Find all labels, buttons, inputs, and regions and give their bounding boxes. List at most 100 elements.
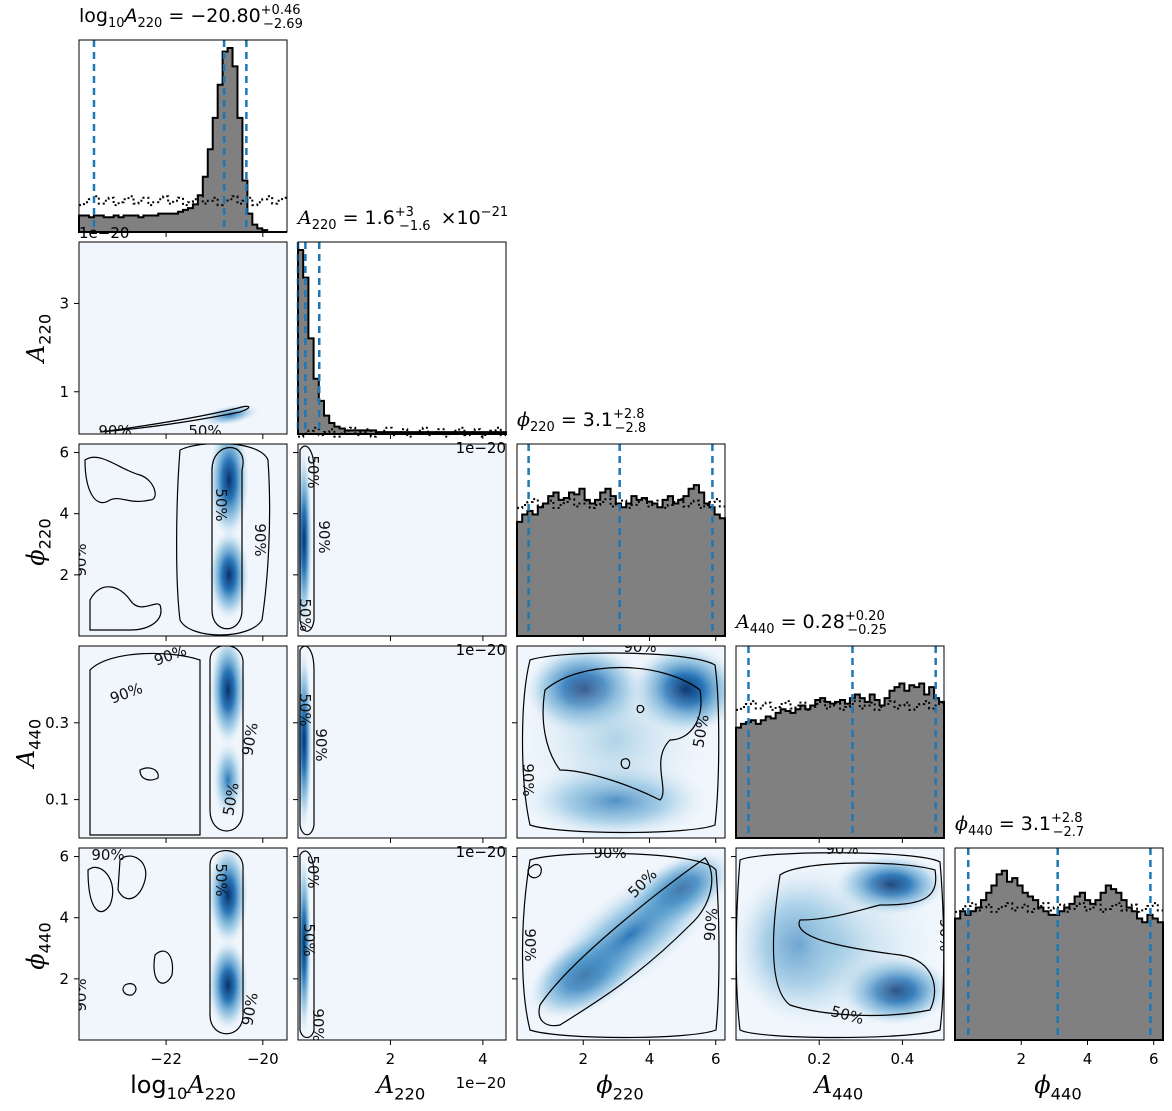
contour-label: 90% [98, 422, 131, 440]
x-tick-label: 2 [386, 1050, 396, 1068]
title-logA220: log10A220 = −20.80+0.46 −2.69 [79, 3, 303, 32]
axes-frame [78, 39, 288, 233]
offset-text: 1e−20 [456, 641, 506, 659]
contour-line [89, 586, 162, 631]
density-blob [298, 650, 312, 830]
density-panel-phi440-vs-phi220: 90%50%90%90% [516, 844, 726, 1041]
density-background [298, 444, 506, 636]
x-tick-label: 0.4 [890, 1050, 914, 1068]
axes-frame [735, 847, 945, 1041]
density-panel-A440-vs-logA220: 90%90%50%90% [78, 645, 288, 839]
contour-line [209, 850, 244, 1035]
histogram-phi440 [954, 847, 1164, 1041]
offset-text: 1e−20 [456, 439, 506, 457]
y-tick-label: 2 [59, 970, 69, 988]
y-tick-label: 4 [59, 909, 69, 927]
density-panel-phi440-vs-A220: 50% 50% 90% [297, 847, 507, 1041]
axes-frame [78, 847, 288, 1041]
density-blob [298, 855, 311, 1035]
contour-line [772, 862, 937, 1017]
density-blob [208, 940, 248, 1030]
contour-line [527, 863, 542, 879]
histogram-A220 [296, 241, 507, 438]
contour-line [122, 983, 137, 996]
axes-frame [297, 443, 507, 637]
contour-label: 90% [309, 1008, 327, 1041]
y-tick-label: 0.3 [45, 714, 69, 732]
density-panel-A440-vs-A220: 50%90% [296, 645, 507, 839]
x-tick-label: 6 [1149, 1050, 1159, 1068]
density-blob [209, 444, 249, 538]
density-background [79, 646, 287, 838]
contour-label: 50% [188, 422, 221, 440]
posterior-histogram [78, 47, 287, 233]
contour-line [87, 866, 114, 913]
contour-label: 90% [312, 728, 330, 761]
y-tick-label: 4 [59, 505, 69, 523]
x-tick-label: 0.2 [807, 1050, 831, 1068]
histogram-logA220 [78, 39, 288, 233]
y-tick-label: 1 [59, 383, 69, 401]
contour-line [139, 767, 159, 781]
posterior-histogram [735, 682, 945, 839]
axes-frame [297, 645, 507, 839]
density-blob [200, 403, 260, 427]
x-axis-label-phi440: ϕ440 [1034, 1071, 1082, 1104]
contour-label: 50% [304, 855, 322, 888]
prior-histogram [79, 195, 287, 207]
contour-label: 90% [825, 840, 858, 858]
y-tick-label: 0.1 [45, 791, 69, 809]
contour-label: 90% [238, 991, 262, 1027]
density-background [298, 646, 506, 838]
contour-line [176, 444, 271, 636]
contour-line [211, 446, 244, 630]
posterior-histogram [297, 249, 507, 435]
density-blob [520, 655, 710, 825]
contour-label: 90% [519, 763, 537, 796]
contour-label: 90% [593, 844, 626, 862]
x-tick-label: 2 [578, 1050, 588, 1068]
title-A220: A220 = 1.6+3 −1.6 ×10−21 [296, 205, 508, 234]
contour-line [620, 758, 631, 769]
contour-label: 50% [304, 455, 322, 488]
axes-frame [735, 645, 945, 839]
density-panel-phi440-vs-A440: 90%90%50% [735, 840, 954, 1041]
y-axis-label-A220: A220 [22, 314, 55, 364]
x-tick-label: −20 [247, 1050, 279, 1068]
density-blob [212, 740, 244, 820]
axes-frame [516, 847, 726, 1041]
y-axis-label-phi440: ϕ440 [22, 922, 55, 970]
contour-line [209, 646, 244, 832]
contour-line [89, 652, 201, 836]
posterior-histogram [954, 869, 1164, 1041]
contour-label: 90% [72, 543, 90, 576]
contour-label: 90% [72, 978, 90, 1011]
contour-label: 50% [296, 693, 314, 726]
density-blob [298, 450, 312, 630]
contour-label: 90% [701, 907, 722, 942]
axes-frame [297, 241, 507, 435]
density-background [79, 444, 287, 636]
offset-text: 1e−20 [456, 843, 506, 861]
contour-label: 90% [623, 638, 656, 656]
y-axis-label-A440: A440 [12, 719, 45, 769]
contour-line [521, 652, 720, 834]
axes-frame [78, 241, 288, 435]
contour-label: 90% [936, 918, 954, 951]
density-panel-A440-vs-phi220: 90% 50% 90% [516, 638, 726, 839]
density-background [79, 242, 287, 434]
contour-line [99, 405, 250, 433]
contour-label: 90% [238, 721, 262, 757]
x-tick-label: 4 [478, 1050, 488, 1068]
density-blob [523, 848, 725, 1023]
contour-line [521, 852, 720, 1039]
axes-frame [78, 645, 288, 839]
contour-label: 50% [296, 598, 314, 631]
posterior-histogram [516, 484, 726, 637]
contour-label: 50% [219, 781, 243, 817]
x-tick-label: −22 [150, 1050, 182, 1068]
y-tick-label: 6 [59, 848, 69, 866]
density-panel-phi220-vs-A220: 50% 90% 50% [296, 443, 507, 637]
